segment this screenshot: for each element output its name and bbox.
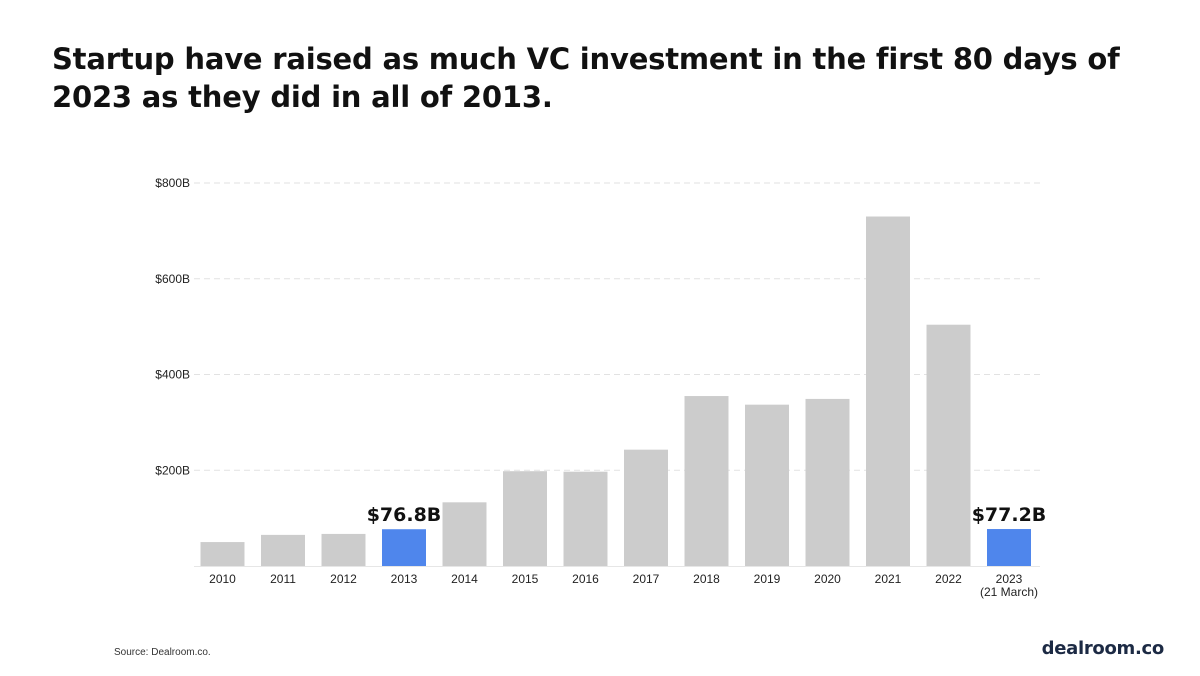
bar-2013 xyxy=(382,529,426,566)
x-tick-label: 2011 xyxy=(270,572,296,586)
labels-layer: $200B $400B $600B $800B 2010 2011 2012 2013 $76.… xyxy=(155,176,1046,599)
bar-2019 xyxy=(745,404,789,566)
x-tick-sublabel: (21 March) xyxy=(980,585,1038,599)
y-tick-label: $800B xyxy=(155,176,190,190)
source-note: Source: Dealroom.co. xyxy=(114,647,211,658)
x-tick-label: 2010 xyxy=(209,572,236,586)
bar-2011 xyxy=(261,534,305,566)
bar-2020 xyxy=(805,398,850,566)
x-tick-label: 2012 xyxy=(330,572,357,586)
data-label: $76.8B xyxy=(367,504,442,526)
x-tick-label: 2018 xyxy=(693,572,720,586)
y-tick-label: $200B xyxy=(155,463,190,477)
bar-2016 xyxy=(563,471,608,566)
bar-2023 xyxy=(987,529,1031,566)
data-label: $77.2B xyxy=(972,504,1047,526)
bar-2021 xyxy=(866,216,910,566)
bar-2015 xyxy=(503,471,547,566)
x-tick-label: 2017 xyxy=(633,572,660,586)
y-tick-label: $600B xyxy=(155,272,190,286)
x-tick-label: 2021 xyxy=(875,572,902,586)
x-tick-label: 2020 xyxy=(814,572,841,586)
bar-2012 xyxy=(321,533,366,566)
x-tick-label: 2013 xyxy=(391,572,418,586)
y-tick-label: $400B xyxy=(155,368,190,382)
x-tick-label: 2023 xyxy=(996,572,1023,586)
bar-2017 xyxy=(624,449,668,566)
x-tick-label: 2014 xyxy=(451,572,478,586)
x-tick-label: 2019 xyxy=(754,572,781,586)
brand-logo: dealroom.co xyxy=(1041,638,1165,659)
bar-2022 xyxy=(926,324,971,566)
x-tick-label: 2016 xyxy=(572,572,599,586)
x-tick-label: 2015 xyxy=(512,572,539,586)
bar-2014 xyxy=(442,502,487,566)
bars-layer xyxy=(200,216,1031,566)
bar-2018 xyxy=(684,396,729,566)
chart-title: Startup have raised as much VC investmen… xyxy=(52,42,1120,114)
x-tick-label: 2022 xyxy=(935,572,962,586)
bar-2010 xyxy=(200,542,245,566)
grid-layer xyxy=(194,182,1040,567)
